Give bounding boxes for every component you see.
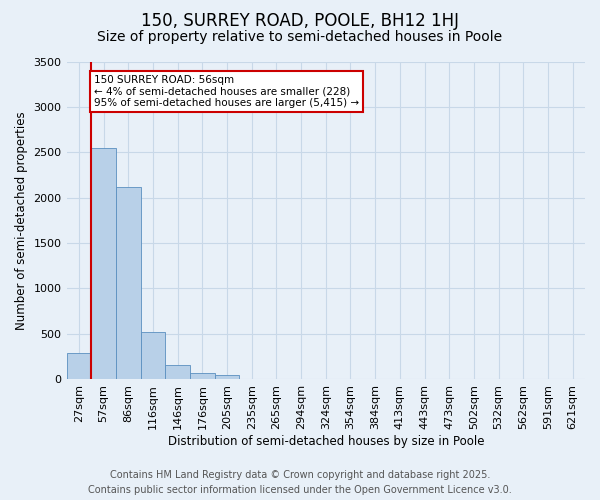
Bar [67,352,91,379]
Text: 150, SURREY ROAD, POOLE, BH12 1HJ: 150, SURREY ROAD, POOLE, BH12 1HJ [141,12,459,30]
Text: Size of property relative to semi-detached houses in Poole: Size of property relative to semi-detach… [97,30,503,44]
Bar [140,332,165,379]
X-axis label: Distribution of semi-detached houses by size in Poole: Distribution of semi-detached houses by … [167,434,484,448]
Bar [165,365,190,379]
Text: 150 SURREY ROAD: 56sqm
← 4% of semi-detached houses are smaller (228)
95% of sem: 150 SURREY ROAD: 56sqm ← 4% of semi-deta… [94,75,359,108]
Y-axis label: Number of semi-detached properties: Number of semi-detached properties [15,111,28,330]
Bar [215,375,239,379]
Text: Contains HM Land Registry data © Crown copyright and database right 2025.
Contai: Contains HM Land Registry data © Crown c… [88,470,512,495]
Bar [91,148,116,379]
Bar [190,373,215,379]
Bar [116,186,140,379]
